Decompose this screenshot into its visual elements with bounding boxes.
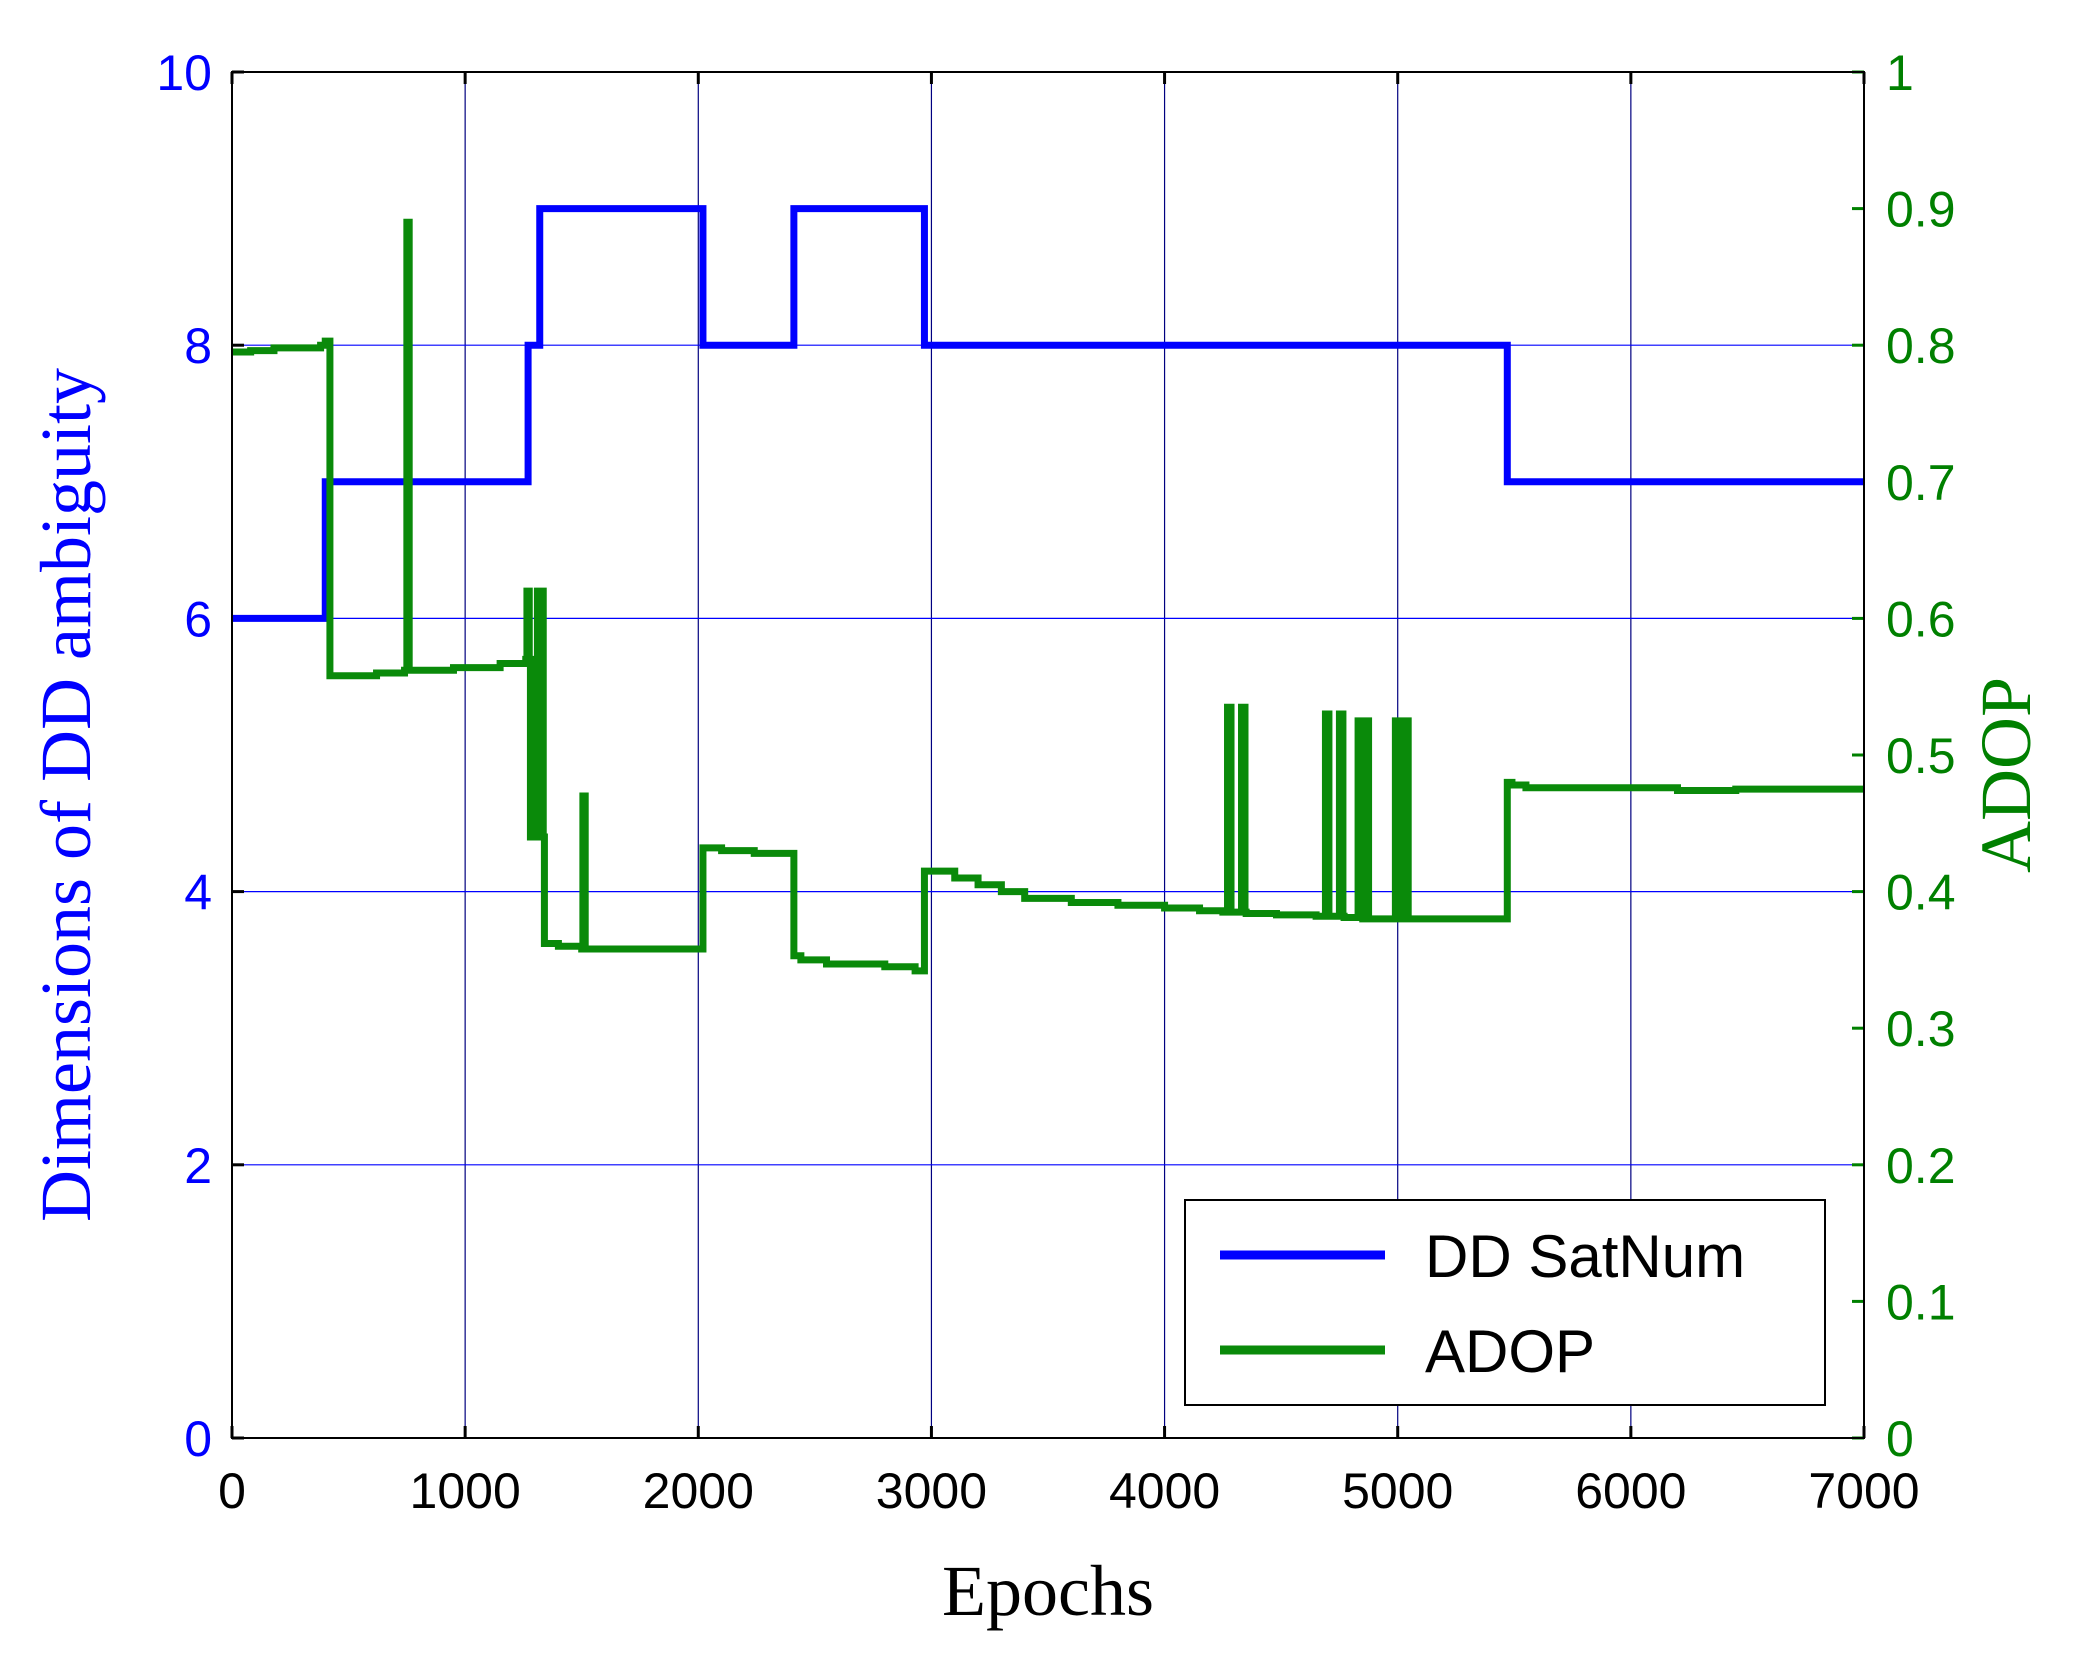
x-tick-label: 3000 [876,1463,987,1519]
y2-tick-label: 0.6 [1886,591,1956,647]
y2-axis-title: ADOP [1966,677,2046,873]
y-axis-title: Dimensions of DD ambiguity [26,368,106,1222]
y2-tick-label: 0.8 [1886,318,1956,374]
y-tick-label: 2 [184,1138,212,1194]
x-tick-label: 1000 [410,1463,521,1519]
legend-box [1184,1199,1826,1406]
x-tick-label: 2000 [643,1463,754,1519]
x-tick-label: 5000 [1342,1463,1453,1519]
series-lines [232,205,1864,975]
y-tick-label: 4 [184,865,212,921]
legend-label-adop: ADOP [1425,1318,1595,1385]
y-tick-label: 6 [184,591,212,647]
y2-tick-label: 0.4 [1886,865,1956,921]
y2-tick-label: 0.9 [1886,182,1956,238]
x-tick-label: 4000 [1109,1463,1220,1519]
legend: DD SatNum ADOP [1184,1199,1826,1406]
series-line-adop [232,218,1864,975]
y-tick-label: 8 [184,318,212,374]
y-tick-label: 10 [156,45,212,101]
x-tick-label: 0 [218,1463,246,1519]
x-tick-label: 6000 [1575,1463,1686,1519]
plot-frame [231,71,1865,1439]
y2-tick-label: 0.3 [1886,1001,1956,1057]
tick-labels: 0 1000 2000 3000 4000 5000 6000 7000024681000.1… [156,45,1955,1519]
y2-tick-label: 0.7 [1886,455,1956,511]
series-line-dd-satnum [232,205,1864,622]
y2-tick-label: 0.5 [1886,728,1956,784]
y2-tick-label: 0 [1886,1411,1914,1467]
legend-label-dd-satnum: DD SatNum [1425,1223,1745,1290]
y2-tick-label: 0.2 [1886,1138,1956,1194]
y-tick-label: 0 [184,1411,212,1467]
x-tick-label: 7000 [1808,1463,1919,1519]
y2-tick-label: 1 [1886,45,1914,101]
x-axis-title: Epochs [942,1551,1154,1631]
y2-tick-label: 0.1 [1886,1274,1956,1330]
